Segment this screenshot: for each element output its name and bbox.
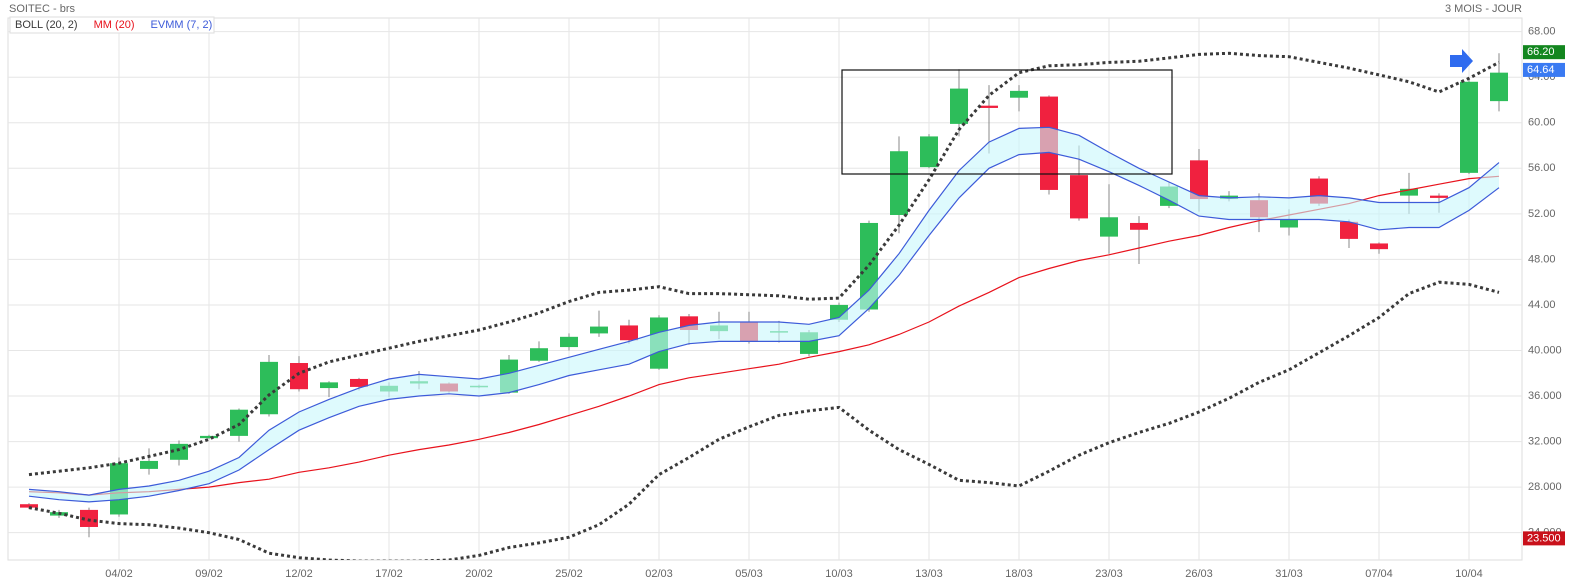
x-tick-label: 12/02: [285, 568, 313, 580]
x-tick-label: 10/03: [825, 568, 853, 580]
x-tick-label: 18/03: [1005, 568, 1033, 580]
candle-body: [590, 326, 608, 334]
candle-body: [140, 460, 158, 469]
y-tick-label: 56.00: [1528, 162, 1556, 174]
x-tick-label: 17/02: [375, 568, 403, 580]
candle-body: [1490, 72, 1508, 102]
plot-area: [7, 17, 1523, 561]
x-tick-label: 25/02: [555, 568, 583, 580]
candle-body: [1280, 219, 1298, 228]
candle-body: [920, 136, 938, 168]
highlight-box: [841, 69, 1173, 175]
legend-entry: BOLL (20, 2): [15, 19, 78, 31]
candle-body: [620, 325, 638, 341]
y-tick-label: 28.000: [1528, 481, 1562, 493]
ma-line: [28, 151, 1500, 503]
candle-body: [1340, 221, 1358, 239]
candle-body: [1100, 217, 1118, 237]
candle-body: [200, 435, 218, 439]
legend-box: [9, 16, 215, 34]
candle-body: [1460, 81, 1478, 173]
y-tick-label: 36.000: [1528, 390, 1562, 402]
candle-body: [1190, 160, 1208, 200]
candle-body: [530, 348, 548, 361]
x-tick-label: 02/03: [645, 568, 673, 580]
y-tick-label: 40.000: [1528, 344, 1562, 356]
y-tick-label: 48.00: [1528, 253, 1556, 265]
price-tag-label: 23.500: [1527, 532, 1561, 544]
legend-entry: MM (20): [94, 19, 135, 31]
x-tick-label: 20/02: [465, 568, 493, 580]
candle-body: [1070, 175, 1088, 219]
price-tag: [1523, 531, 1565, 546]
x-tick-label: 09/02: [195, 568, 223, 580]
candle-body: [560, 336, 578, 348]
ma-line: [28, 126, 1500, 496]
x-tick-label: 10/04: [1455, 568, 1483, 580]
x-tick-label: 07/04: [1365, 568, 1393, 580]
y-tick-label: 44.00: [1528, 299, 1556, 311]
candle-body: [1400, 188, 1418, 196]
ma-line: [28, 175, 1500, 496]
candle-body: [950, 88, 968, 124]
x-tick-label: 13/03: [915, 568, 943, 580]
price-tag-label: 66.20: [1527, 46, 1555, 58]
y-tick-label: 68.00: [1528, 26, 1556, 38]
candle-body: [20, 504, 38, 508]
overlay-front: [28, 51, 1500, 560]
price-tag-label: 64.64: [1527, 64, 1555, 76]
candle-body: [1430, 195, 1448, 198]
bollinger-line: [28, 51, 1500, 477]
candle-body: [320, 382, 338, 389]
x-tick-label: 05/03: [735, 568, 763, 580]
x-tick-label: 04/02: [105, 568, 133, 580]
y-tick-label: 32.000: [1528, 435, 1562, 447]
grid: [8, 18, 1522, 560]
candle-body: [1010, 90, 1028, 98]
arrow-icon: [1450, 49, 1473, 73]
legend-entry: EVMM (7, 2): [151, 19, 213, 31]
chart-title: SOITEC - brs: [9, 3, 76, 15]
price-tag: [1523, 45, 1565, 60]
legend: BOLL (20, 2) MM (20) EVMM (7, 2): [15, 19, 212, 31]
candle-body: [1130, 222, 1148, 230]
x-tick-label: 23/03: [1095, 568, 1123, 580]
x-tick-label: 26/03: [1185, 568, 1213, 580]
candle-body: [980, 105, 998, 108]
price-tag: [1523, 62, 1565, 77]
candle-body: [890, 151, 908, 215]
candle-body: [260, 361, 278, 415]
y-tick-label: 60.00: [1528, 117, 1556, 129]
candle-body: [80, 509, 98, 527]
candle-body: [290, 363, 308, 390]
x-tick-label: 31/03: [1275, 568, 1303, 580]
candle-body: [1370, 243, 1388, 250]
period-label: 3 MOIS - JOUR: [1445, 3, 1522, 15]
candle-body: [350, 378, 368, 387]
axis: 24.00028.00032.00036.00040.00044.0048.00…: [105, 26, 1565, 580]
y-tick-label: 52.00: [1528, 208, 1556, 220]
